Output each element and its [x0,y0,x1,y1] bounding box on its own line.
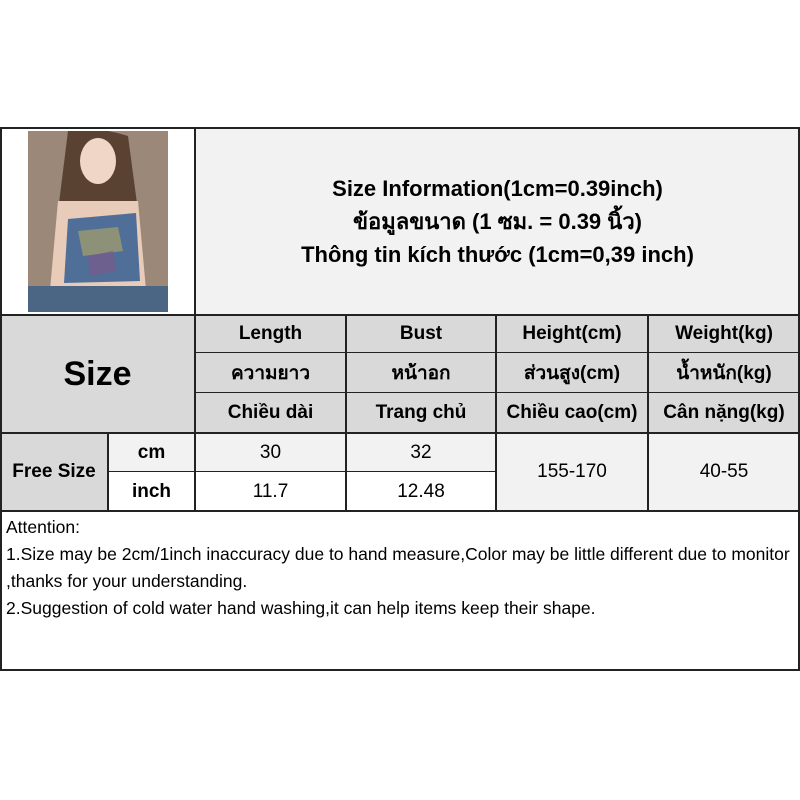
attention-section: Attention: 1.Size may be 2cm/1inch inacc… [0,511,800,670]
col-height-en: Height(cm) [496,315,648,353]
model-image [28,131,168,312]
col-weight-vi: Cân nặng(kg) [648,393,800,433]
unit-cm: cm [108,433,195,472]
col-weight-th: น้ำหนัก(kg) [648,353,800,393]
bust-inch: 12.48 [346,472,496,511]
col-length-en: Length [195,315,346,353]
border [798,127,800,671]
unit-inch: inch [108,472,195,511]
length-cm: 30 [195,433,346,472]
title-cell: Size Information(1cm=0.39inch) ข้อมูลขนา… [195,128,800,315]
border [195,392,800,393]
col-length-th: ความยาว [195,353,346,393]
border [108,471,496,472]
border [107,433,109,511]
border [0,127,2,671]
col-weight-en: Weight(kg) [648,315,800,353]
size-name: Free Size [0,433,108,511]
height-value: 155-170 [496,433,648,511]
title-th: ข้อมูลขนาด (1 ซม. = 0.39 นิ้ว) [352,209,642,234]
border [0,314,800,316]
col-height-vi: Chiều cao(cm) [496,393,648,433]
size-header: Size [0,315,195,433]
attention-note-1: 1.Size may be 2cm/1inch inaccuracy due t… [6,544,790,591]
attention-heading: Attention: [6,517,80,537]
border [195,352,800,353]
length-inch: 11.7 [195,472,346,511]
attention-note-2: 2.Suggestion of cold water hand washing,… [6,598,596,618]
border [0,669,800,671]
border [0,127,800,129]
weight-value: 40-55 [648,433,800,511]
title-vi: Thông tin kích thước (1cm=0,39 inch) [301,242,694,267]
border [647,315,649,511]
col-bust-en: Bust [346,315,496,353]
border [0,510,800,512]
col-bust-vi: Trang chủ [346,393,496,433]
col-bust-th: หน้าอก [346,353,496,393]
border [0,432,800,434]
border [345,315,347,511]
bust-cm: 32 [346,433,496,472]
border [194,127,196,512]
border [495,315,497,511]
col-height-th: ส่วนสูง(cm) [496,353,648,393]
product-photo [28,131,168,312]
col-length-vi: Chiều dài [195,393,346,433]
title-en: Size Information(1cm=0.39inch) [332,176,663,201]
